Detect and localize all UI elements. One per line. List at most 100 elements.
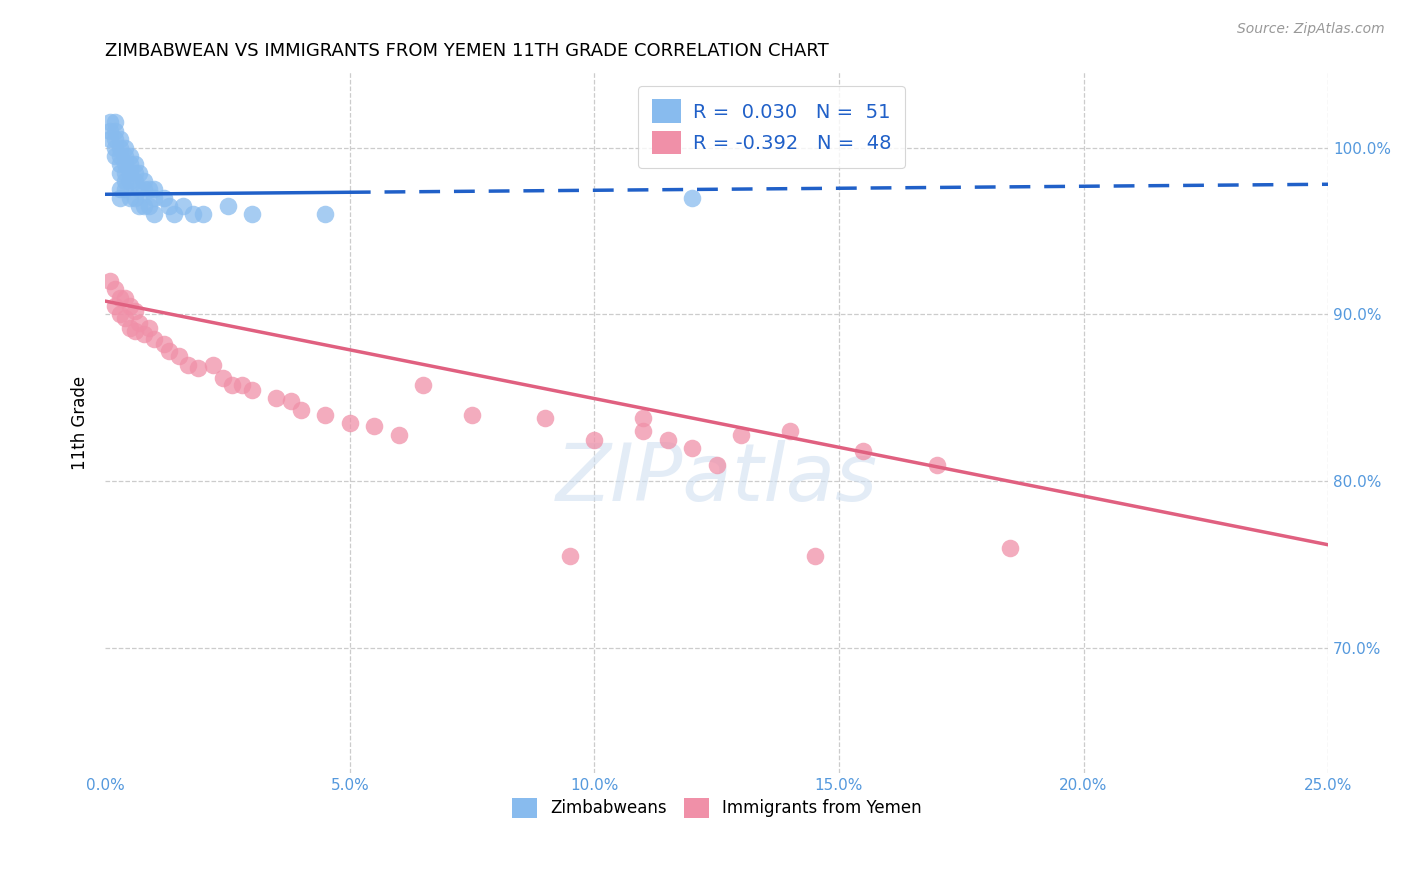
Point [181, 207, 204, 221]
Text: ZIPatlas: ZIPatlas [555, 440, 877, 518]
Point [118, 299, 141, 313]
Point [211, 371, 233, 385]
Point [583, 433, 606, 447]
Point [128, 199, 150, 213]
Point [114, 310, 136, 325]
Point [128, 182, 150, 196]
Point [124, 304, 146, 318]
Point [191, 207, 214, 221]
Point [114, 182, 136, 196]
Point [134, 327, 156, 342]
Point [114, 165, 136, 179]
Point [104, 140, 127, 154]
Point [558, 549, 581, 564]
Point [98, 115, 121, 129]
Point [240, 383, 263, 397]
Point [657, 433, 679, 447]
Point [266, 391, 288, 405]
Point [730, 427, 752, 442]
Text: ZIMBABWEAN VS IMMIGRANTS FROM YEMEN 11TH GRADE CORRELATION CHART: ZIMBABWEAN VS IMMIGRANTS FROM YEMEN 11TH… [105, 42, 830, 60]
Point [124, 157, 146, 171]
Point [240, 207, 263, 221]
Y-axis label: 11th Grade: 11th Grade [72, 376, 89, 470]
Point [134, 199, 156, 213]
Point [706, 458, 728, 472]
Point [163, 207, 186, 221]
Point [114, 149, 136, 163]
Point [104, 149, 127, 163]
Point [98, 274, 121, 288]
Point [108, 182, 131, 196]
Point [221, 377, 243, 392]
Point [167, 349, 190, 363]
Point [138, 320, 160, 334]
Point [108, 140, 131, 154]
Point [104, 124, 127, 138]
Point [98, 132, 121, 146]
Point [187, 360, 209, 375]
Point [157, 344, 180, 359]
Point [143, 182, 166, 196]
Point [290, 402, 312, 417]
Point [201, 358, 224, 372]
Point [681, 441, 703, 455]
Point [134, 174, 156, 188]
Point [231, 377, 253, 392]
Point [118, 165, 141, 179]
Point [280, 394, 302, 409]
Point [534, 411, 557, 425]
Point [108, 157, 131, 171]
Point [108, 149, 131, 163]
Point [104, 132, 127, 146]
Point [803, 549, 825, 564]
Point [157, 199, 180, 213]
Point [108, 308, 131, 322]
Point [633, 424, 655, 438]
Point [143, 333, 166, 347]
Point [124, 191, 146, 205]
Point [779, 424, 801, 438]
Point [108, 191, 131, 205]
Point [114, 140, 136, 154]
Point [118, 191, 141, 205]
Point [134, 182, 156, 196]
Point [143, 191, 166, 205]
Point [388, 427, 411, 442]
Point [681, 191, 703, 205]
Point [124, 174, 146, 188]
Point [108, 165, 131, 179]
Point [925, 458, 948, 472]
Point [314, 408, 336, 422]
Point [128, 165, 150, 179]
Point [114, 174, 136, 188]
Point [124, 324, 146, 338]
Point [363, 419, 385, 434]
Point [118, 174, 141, 188]
Point [998, 541, 1021, 555]
Point [118, 149, 141, 163]
Point [412, 377, 434, 392]
Point [124, 165, 146, 179]
Point [104, 282, 127, 296]
Point [217, 199, 239, 213]
Point [177, 358, 200, 372]
Point [153, 191, 176, 205]
Point [138, 199, 160, 213]
Point [852, 444, 875, 458]
Point [314, 207, 336, 221]
Point [339, 416, 361, 430]
Point [461, 408, 484, 422]
Point [108, 291, 131, 305]
Point [172, 199, 194, 213]
Point [118, 157, 141, 171]
Point [128, 316, 150, 330]
Point [114, 291, 136, 305]
Point [633, 411, 655, 425]
Text: Source: ZipAtlas.com: Source: ZipAtlas.com [1237, 22, 1385, 37]
Legend: Zimbabweans, Immigrants from Yemen: Zimbabweans, Immigrants from Yemen [505, 791, 928, 825]
Point [104, 299, 127, 313]
Point [104, 115, 127, 129]
Point [143, 207, 166, 221]
Point [138, 182, 160, 196]
Point [108, 132, 131, 146]
